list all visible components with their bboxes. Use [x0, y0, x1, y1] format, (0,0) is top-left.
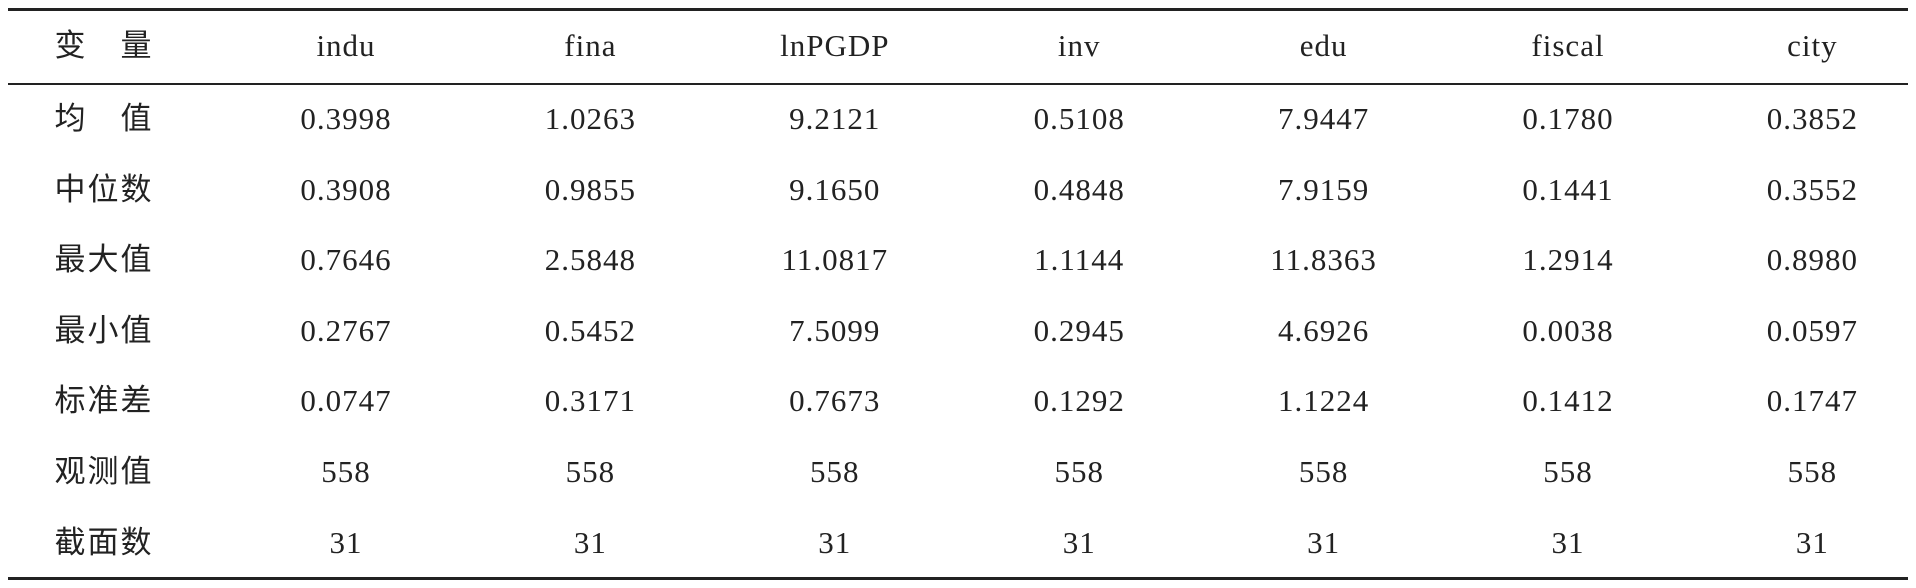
- row-label: 最大值: [54, 242, 154, 278]
- header-cell: fina: [564, 28, 617, 63]
- row-label: 均 值: [54, 101, 154, 136]
- table-cell: 1.2914: [1522, 242, 1614, 278]
- table-cell: 0.3171: [544, 383, 637, 419]
- table-cell: 0.0747: [300, 383, 392, 419]
- table-cell: 31: [1307, 524, 1341, 560]
- table-cell: 0.5452: [544, 312, 637, 348]
- table-cell: 558: [1543, 454, 1593, 489]
- table-cell: 9.1650: [789, 171, 881, 207]
- table-cell: 558: [1054, 454, 1104, 489]
- table-cell: 0.7673: [789, 383, 881, 419]
- table-cell: 0.9855: [544, 171, 637, 207]
- table-cell: 558: [321, 454, 371, 489]
- table-cell: 0.0038: [1522, 312, 1614, 348]
- table-cell: 0.2945: [1033, 312, 1125, 348]
- header-cell: indu: [316, 28, 376, 63]
- table-cell: 31: [818, 524, 852, 560]
- table-cell: 558: [1298, 454, 1349, 489]
- header-cell: city: [1787, 28, 1838, 63]
- table-cell: 0.3908: [300, 171, 392, 207]
- table-cell: 31: [1795, 524, 1829, 560]
- table-cell: 0.1412: [1522, 383, 1614, 419]
- table-cell: 31: [573, 524, 607, 560]
- top-rule: [8, 8, 1908, 11]
- table-cell: 0.3998: [300, 101, 392, 136]
- table-cell: 0.4848: [1033, 171, 1125, 207]
- table-cell: 11.0817: [781, 242, 889, 278]
- bottom-rule: [8, 577, 1908, 580]
- header-cell: edu: [1299, 28, 1348, 63]
- table-cell: 2.5848: [544, 242, 637, 278]
- table-cell: 31: [329, 524, 363, 560]
- table-cell: 1.1144: [1034, 242, 1125, 278]
- table-cell: 0.0597: [1766, 312, 1859, 348]
- table-cell: 7.9447: [1277, 101, 1370, 136]
- table-cell: 7.5099: [789, 312, 881, 348]
- table-cell: 31: [1551, 524, 1585, 560]
- table-cell: 0.1780: [1522, 101, 1614, 136]
- table-cell: 0.7646: [300, 242, 392, 278]
- table-cell: 4.6926: [1277, 312, 1370, 348]
- row-label: 观测值: [54, 454, 154, 489]
- header-cell: 变 量: [54, 28, 154, 63]
- table-cell: 1.0263: [544, 101, 637, 136]
- table-cell: 0.2767: [300, 312, 392, 348]
- table-cell: 0.1747: [1766, 383, 1859, 419]
- row-label: 最小值: [54, 312, 154, 348]
- header-cell: inv: [1057, 28, 1101, 63]
- table-cell: 558: [565, 454, 616, 489]
- row-label: 截面数: [54, 524, 154, 560]
- table-cell: 0.3852: [1766, 101, 1859, 136]
- table-cell: 11.8363: [1270, 242, 1377, 278]
- table-cell: 9.2121: [789, 101, 881, 136]
- table-cell: 0.3552: [1766, 171, 1859, 207]
- table-cell: 31: [1062, 524, 1096, 560]
- header-rule: [8, 83, 1908, 85]
- header-cell: fiscal: [1531, 28, 1605, 63]
- header-cell: lnPGDP: [780, 28, 890, 63]
- table-cell: 0.5108: [1033, 101, 1125, 136]
- table-cell: 558: [1787, 454, 1838, 489]
- row-label: 标准差: [54, 383, 154, 419]
- table-cell: 7.9159: [1277, 171, 1370, 207]
- table-cell: 1.1224: [1277, 383, 1370, 419]
- table-cell: 0.1441: [1522, 171, 1614, 207]
- table-cell: 0.8980: [1766, 242, 1859, 278]
- table-cell: 558: [810, 454, 860, 489]
- row-label: 中位数: [54, 171, 154, 207]
- table-cell: 0.1292: [1033, 383, 1125, 419]
